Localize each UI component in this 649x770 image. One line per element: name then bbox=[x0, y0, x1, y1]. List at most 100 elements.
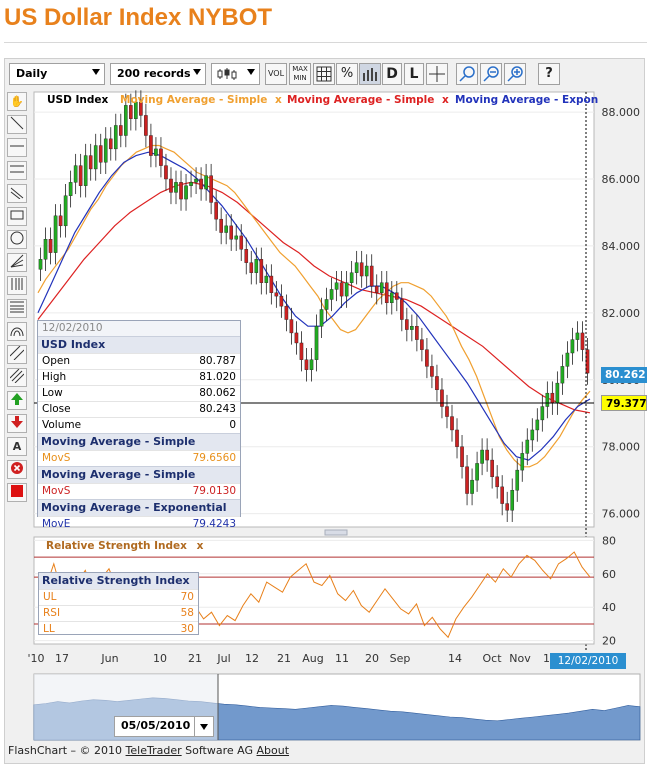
candle-body bbox=[485, 449, 489, 461]
price-y-tick-label: 86.000 bbox=[602, 173, 641, 186]
candle-body bbox=[239, 235, 244, 250]
x-tick-label: 20 bbox=[365, 652, 379, 665]
retracement-tool[interactable] bbox=[7, 299, 27, 318]
candle-body bbox=[284, 305, 289, 320]
up-arrow-icon bbox=[11, 393, 23, 405]
crosshair-button[interactable] bbox=[426, 63, 448, 85]
fibonacci-tool[interactable] bbox=[7, 276, 27, 295]
l-scale-button[interactable]: L bbox=[404, 63, 424, 85]
maxmin-toggle[interactable]: MAX MIN bbox=[289, 63, 311, 85]
candle-body bbox=[73, 165, 78, 183]
candle-body bbox=[159, 148, 163, 166]
candle-body bbox=[139, 101, 143, 116]
candle-body bbox=[510, 489, 515, 511]
buy-arrow-tool[interactable] bbox=[7, 391, 27, 410]
rsi-value: 58 bbox=[180, 607, 194, 619]
candle-body bbox=[465, 466, 469, 494]
page-title: US Dollar Index NYBOT bbox=[4, 4, 273, 31]
percent-toggle[interactable]: % bbox=[336, 63, 358, 85]
channel-tool[interactable] bbox=[7, 345, 27, 364]
candle-body bbox=[319, 309, 324, 327]
help-button[interactable]: ? bbox=[538, 63, 560, 85]
rectangle-icon bbox=[10, 210, 24, 220]
legend-ma-long-close[interactable]: x bbox=[442, 94, 449, 106]
info-low-row: Low 80.062 bbox=[38, 385, 240, 401]
pan-tool[interactable]: ✋ bbox=[7, 92, 27, 111]
candle-body bbox=[455, 429, 459, 447]
pitchfork-tool[interactable] bbox=[7, 368, 27, 387]
info-volume-label: Volume bbox=[42, 419, 82, 431]
horizontal-line-tool[interactable] bbox=[7, 138, 27, 157]
quote-info-box: 12/02/2010 USD Index Open 80.787 High 81.0… bbox=[37, 320, 241, 530]
candle-body bbox=[435, 376, 439, 391]
candle-body bbox=[389, 292, 394, 304]
fan-tool[interactable] bbox=[7, 253, 27, 272]
candle-body bbox=[475, 463, 479, 481]
zoom-out-button[interactable] bbox=[480, 63, 502, 85]
candle-body bbox=[43, 239, 48, 260]
candle-body bbox=[440, 389, 444, 407]
candle-body bbox=[495, 476, 499, 488]
chevron-down-icon bbox=[193, 69, 201, 75]
x-tick-label: Aug bbox=[302, 652, 323, 665]
legend-ma-short-close[interactable]: x bbox=[275, 94, 282, 106]
candle-body bbox=[124, 105, 128, 136]
candle-body bbox=[63, 195, 68, 227]
chevron-down-icon bbox=[247, 69, 255, 75]
candle-body bbox=[550, 392, 555, 404]
info-low-value: 80.062 bbox=[199, 387, 236, 399]
chart-type-select[interactable] bbox=[211, 63, 260, 85]
delete-tool[interactable] bbox=[7, 460, 27, 479]
grid-toggle[interactable] bbox=[313, 63, 335, 85]
x-tick-label: 12 bbox=[245, 652, 259, 665]
candle-body bbox=[93, 145, 98, 170]
color-picker-tool[interactable] bbox=[7, 483, 27, 502]
candle-body bbox=[129, 105, 133, 119]
sell-arrow-tool[interactable] bbox=[7, 414, 27, 433]
records-select[interactable]: 200 records bbox=[110, 63, 206, 85]
period-select[interactable]: Daily bbox=[9, 63, 105, 85]
x-tick-label: 10 bbox=[153, 652, 167, 665]
volume-toggle[interactable]: VOL bbox=[265, 63, 287, 85]
rectangle-tool[interactable] bbox=[7, 207, 27, 226]
candle-body bbox=[259, 259, 264, 283]
footer-about-link[interactable]: About bbox=[256, 744, 290, 757]
footer-suffix: Software AG bbox=[181, 744, 257, 757]
navigator-date-arrow[interactable] bbox=[194, 717, 213, 736]
text-tool[interactable]: A bbox=[7, 437, 27, 456]
rsi-ll-value: 30 bbox=[180, 623, 194, 635]
parallel-lines-tool[interactable] bbox=[7, 161, 27, 180]
candlestick-series bbox=[38, 90, 590, 522]
ellipse-tool[interactable] bbox=[7, 230, 27, 249]
candle-body bbox=[384, 282, 389, 304]
cursor-date-tag: 12/02/2010 bbox=[550, 653, 626, 669]
info-low-label: Low bbox=[42, 387, 63, 399]
candle-body bbox=[38, 259, 43, 270]
candle-body bbox=[500, 486, 504, 504]
ray-tool[interactable] bbox=[7, 184, 27, 203]
candle-body bbox=[480, 449, 484, 464]
arc-tool[interactable] bbox=[7, 322, 27, 341]
linear-scale-toggle[interactable] bbox=[359, 63, 381, 85]
pane-resize-handle[interactable] bbox=[324, 529, 348, 536]
line-tool[interactable] bbox=[7, 115, 27, 134]
info-ma-short-row: MovS 79.6560 bbox=[38, 450, 240, 466]
rsi-legend-close[interactable]: x bbox=[196, 540, 204, 552]
zoom-in-button[interactable] bbox=[504, 63, 526, 85]
x-axis: '1017Jun1021Jul1221Aug1120Sep14OctNov101 bbox=[27, 652, 559, 665]
title-divider bbox=[4, 42, 647, 43]
navigator-date-select[interactable]: 05/05/2010 bbox=[114, 716, 214, 737]
footer-company-link[interactable]: TeleTrader bbox=[125, 744, 182, 757]
candle-body bbox=[83, 155, 88, 186]
footer-prefix: FlashChart – © 2010 bbox=[8, 744, 126, 757]
candle-body bbox=[174, 182, 178, 193]
d-scale-button[interactable]: D bbox=[382, 63, 402, 85]
maxmin-top-label: MAX bbox=[292, 65, 308, 73]
zoom-fit-button[interactable] bbox=[456, 63, 478, 85]
period-select-value: Daily bbox=[16, 67, 48, 80]
info-volume-row: Volume 0 bbox=[38, 417, 240, 433]
candle-body bbox=[415, 326, 419, 340]
rsi-ul-label: UL bbox=[43, 591, 57, 603]
zoom-fit-icon bbox=[459, 66, 475, 82]
candle-body bbox=[113, 125, 118, 150]
